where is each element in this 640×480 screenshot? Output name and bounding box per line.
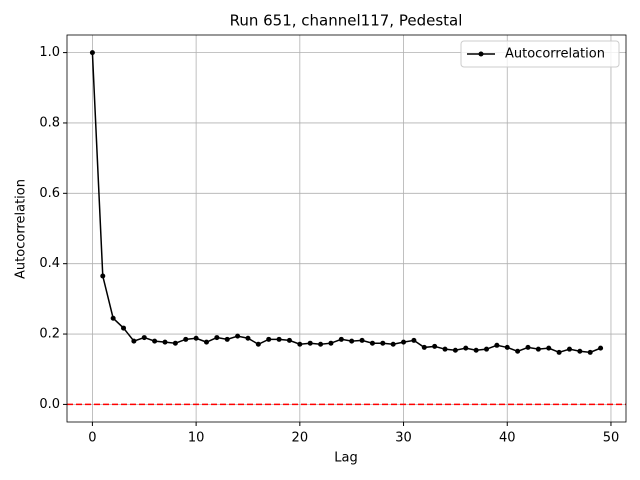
x-tick-label: 20 bbox=[292, 431, 309, 446]
data-point bbox=[556, 349, 562, 355]
data-point bbox=[566, 346, 572, 352]
data-point bbox=[442, 346, 448, 352]
x-tick-label: 50 bbox=[603, 431, 620, 446]
x-tick-label: 0 bbox=[88, 431, 96, 446]
data-point bbox=[380, 340, 386, 346]
plot-frame bbox=[66, 34, 627, 423]
data-point bbox=[411, 337, 417, 343]
data-point bbox=[494, 342, 500, 348]
data-point bbox=[421, 344, 427, 350]
data-point bbox=[473, 347, 479, 353]
x-axis-label: Lag bbox=[334, 451, 357, 466]
data-point bbox=[100, 273, 106, 279]
data-point bbox=[598, 345, 604, 351]
data-point bbox=[307, 340, 313, 346]
data-point bbox=[266, 336, 272, 342]
data-point bbox=[338, 336, 344, 342]
y-tick-label: 0.6 bbox=[39, 186, 60, 201]
data-point bbox=[484, 346, 490, 352]
data-point bbox=[577, 348, 583, 354]
data-point bbox=[152, 338, 158, 344]
chart-title: Run 651, channel117, Pedestal bbox=[230, 12, 463, 30]
x-tick-label: 10 bbox=[188, 431, 205, 446]
data-point bbox=[193, 335, 199, 341]
data-point bbox=[546, 345, 552, 351]
data-point bbox=[203, 339, 209, 345]
data-point bbox=[359, 337, 365, 343]
x-tick-label: 30 bbox=[395, 431, 412, 446]
y-tick-label: 0.4 bbox=[39, 256, 60, 271]
data-point bbox=[297, 341, 303, 347]
legend-label: Autocorrelation bbox=[505, 47, 605, 62]
data-point bbox=[401, 339, 407, 345]
y-tick-label: 0.0 bbox=[39, 397, 60, 412]
data-point bbox=[183, 336, 189, 342]
y-axis-label: Autocorrelation bbox=[14, 179, 29, 279]
data-point bbox=[214, 335, 220, 341]
data-point bbox=[162, 339, 168, 345]
data-point bbox=[515, 348, 521, 354]
data-point bbox=[318, 341, 324, 347]
data-point bbox=[463, 345, 469, 351]
data-point bbox=[89, 50, 95, 56]
data-point bbox=[525, 344, 531, 350]
data-point bbox=[141, 335, 147, 341]
legend: Autocorrelation bbox=[460, 40, 620, 68]
x-tick-label: 40 bbox=[499, 431, 516, 446]
data-point bbox=[286, 337, 292, 343]
data-point bbox=[110, 315, 116, 321]
y-tick-label: 1.0 bbox=[39, 45, 60, 60]
data-point bbox=[369, 340, 375, 346]
data-point bbox=[390, 341, 396, 347]
data-point bbox=[131, 338, 137, 344]
data-point bbox=[121, 325, 127, 331]
data-point bbox=[349, 338, 355, 344]
data-point bbox=[235, 333, 241, 339]
data-point bbox=[224, 336, 230, 342]
data-point bbox=[452, 347, 458, 353]
legend-box bbox=[460, 40, 620, 68]
data-point bbox=[328, 340, 334, 346]
data-point bbox=[172, 340, 178, 346]
legend-marker bbox=[478, 51, 484, 57]
data-point bbox=[535, 346, 541, 352]
y-tick-label: 0.8 bbox=[39, 115, 60, 130]
y-tick-label: 0.2 bbox=[39, 327, 60, 342]
data-point bbox=[245, 335, 251, 341]
data-point bbox=[587, 349, 593, 355]
data-point bbox=[276, 336, 282, 342]
data-point bbox=[504, 344, 510, 350]
data-point bbox=[255, 341, 261, 347]
data-point bbox=[432, 343, 438, 349]
